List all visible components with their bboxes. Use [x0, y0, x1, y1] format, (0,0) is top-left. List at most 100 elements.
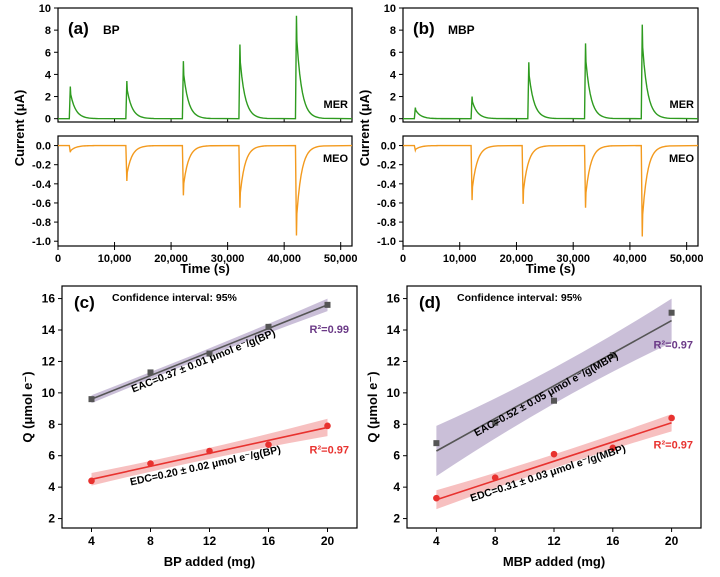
- panel-c-edc-point: [88, 477, 95, 485]
- panel-b-xtick-label: 30,000: [556, 253, 590, 265]
- panel-a-ytick-label: 0: [45, 114, 51, 126]
- panel-b-xtick-label: 40,000: [613, 253, 647, 265]
- panel-b-ytick-label: -0.6: [377, 198, 396, 210]
- panel-c-ytick-label: 16: [42, 292, 56, 306]
- panel-b-mer-frame: [402, 7, 699, 123]
- panel-b-label: (b): [413, 19, 435, 38]
- panel-a-ytick-label: -0.8: [32, 217, 51, 229]
- panel-a-mer-frame: [57, 7, 353, 123]
- panel-c-eac-point: [206, 350, 213, 357]
- panel-a-ytick-label: 2: [45, 92, 51, 104]
- panel-a-ytick-label: -0.6: [32, 198, 51, 210]
- panel-c-xtick-label: 20: [321, 534, 335, 548]
- panel-c-edc-point: [206, 447, 213, 455]
- panel-d-ytick-label: 6: [393, 449, 400, 463]
- panel-d-ytick-label: 16: [387, 292, 401, 306]
- panel-c-eac-equation: EAC=0.37 ± 0.01 μmol e⁻/g(BP): [130, 327, 277, 395]
- panel-a-meo-frame: [57, 135, 353, 247]
- panel-c-eac-point: [147, 369, 154, 376]
- panel-a-mer-label: MER: [324, 99, 349, 111]
- panel-c-edc-point: [324, 422, 331, 430]
- panel-d-xtick-label: 4: [433, 534, 440, 548]
- panel-d-xtick-label: 16: [606, 534, 620, 548]
- panel-c-ytick-label: 2: [48, 512, 55, 526]
- panel-d-edc-point: [491, 474, 499, 482]
- panel-c-xtick-label: 4: [88, 534, 95, 548]
- panel-d-edc-point: [433, 494, 440, 502]
- panel-c-ylabel: Q (μmol e⁻): [20, 371, 35, 442]
- panel-c-ytick-label: 8: [48, 417, 55, 431]
- panel-a-mer-trace: [58, 15, 353, 120]
- panel-c-edc-r2: R²=0.97: [310, 444, 349, 456]
- panel-c-xlabel: BP added (mg): [164, 554, 256, 569]
- panel-c-ytick-label: 4: [48, 480, 55, 494]
- panel-c-edc-point: [265, 441, 272, 449]
- panel-b-mer-trace: [403, 24, 699, 120]
- panel-d-edc-fit-line: [436, 421, 672, 501]
- panel-a-xtick-label: 10,000: [98, 253, 132, 265]
- panel-c-ytick-label: 12: [42, 354, 56, 368]
- panel-c-frame: [61, 285, 358, 529]
- panel-a-ylabel: Current (μA): [12, 90, 27, 167]
- panel-c-ytick-label: 6: [48, 449, 55, 463]
- panel-b-sample-label: MBP: [448, 23, 475, 37]
- panel-a-sample-label: BP: [103, 23, 120, 37]
- panel-b-meo-label: MEO: [669, 153, 695, 165]
- panel-c-edc-point: [147, 460, 154, 467]
- panel-a-xlabel: Time (s): [180, 261, 230, 276]
- panel-b-xtick-label: 50,000: [670, 253, 704, 265]
- panel-a-ytick-label: -0.4: [32, 179, 52, 191]
- panel-b-ytick-label: -0.2: [377, 160, 396, 172]
- panel-d-ytick-label: 14: [387, 323, 401, 337]
- panel-d-ytick-label: 10: [387, 386, 401, 400]
- panel-a-ytick-label: -1.0: [32, 236, 51, 248]
- panel-d-ytick-label: 2: [393, 512, 400, 526]
- panel-a-xtick-label: 30,000: [211, 253, 245, 265]
- panel-c-eac-point: [265, 323, 272, 330]
- panel-b-ytick-label: 10: [384, 3, 396, 15]
- panel-b-ytick-label: 6: [390, 47, 396, 59]
- panel-a-xtick-label: 40,000: [267, 253, 301, 265]
- panel-c-eac-r2: R²=0.99: [310, 324, 349, 336]
- panel-c-eac-point: [324, 301, 331, 308]
- panel-a-xtick-label: 50,000: [324, 253, 358, 265]
- panel-d-eac-equation: EAC=0.52 ± 0.05 μmol e⁻/g(MBP): [472, 350, 620, 439]
- panel-d-edc-equation: EDC=0.31 ± 0.03 μmol e⁻/g(MBP): [469, 443, 627, 505]
- panel-d-edc-point: [609, 444, 617, 452]
- panel-a-meo-trace: [58, 144, 353, 236]
- panel-d-edc-point: [668, 414, 675, 422]
- panel-d-ytick-label: 4: [393, 480, 400, 494]
- panel-c-xtick-label: 12: [203, 534, 217, 548]
- panel-c-eac-point: [88, 396, 95, 403]
- panel-b-ylabel: Current (μA): [357, 90, 372, 167]
- panel-b-ytick-label: -0.4: [377, 179, 397, 191]
- panel-c-annotation: Confidence interval: 95%: [112, 292, 238, 304]
- panel-d-eac-point: [668, 309, 675, 316]
- panel-a-meo-label: MEO: [323, 153, 349, 165]
- panel-b-ytick-label: 2: [390, 92, 396, 104]
- panel-b-xlabel: Time (s): [526, 261, 576, 276]
- panel-c-ytick-label: 10: [42, 386, 56, 400]
- panel-d-eac-point: [551, 397, 557, 404]
- panel-b-mer-label: MER: [670, 99, 695, 111]
- panel-d-label: (d): [419, 293, 441, 312]
- panel-d-eac-fit-line: [436, 319, 672, 452]
- panel-b-xtick-label: 20,000: [500, 253, 534, 265]
- panel-d-eac-point: [609, 352, 616, 359]
- panel-b-ytick-label: 0.0: [381, 141, 396, 153]
- panel-c-label: (c): [74, 293, 95, 312]
- panel-d-eac-point: [492, 419, 499, 426]
- panel-a-xtick-label: 20,000: [154, 253, 188, 265]
- panel-a-ytick-label: 10: [39, 3, 51, 15]
- panel-a-xtick-label: 0: [55, 253, 61, 265]
- panel-a-ytick-label: 8: [45, 25, 51, 37]
- panel-d-eac-r2: R²=0.97: [654, 340, 693, 352]
- panel-c-xtick-label: 16: [262, 534, 276, 548]
- panel-a-ytick-label: -0.2: [32, 160, 51, 172]
- panel-a-ytick-label: 6: [45, 47, 51, 59]
- panel-d-xtick-label: 12: [547, 534, 561, 548]
- panel-a-ytick-label: 0.0: [36, 141, 51, 153]
- panel-b-ytick-label: 8: [390, 25, 396, 37]
- panel-b-ytick-label: 4: [390, 69, 397, 81]
